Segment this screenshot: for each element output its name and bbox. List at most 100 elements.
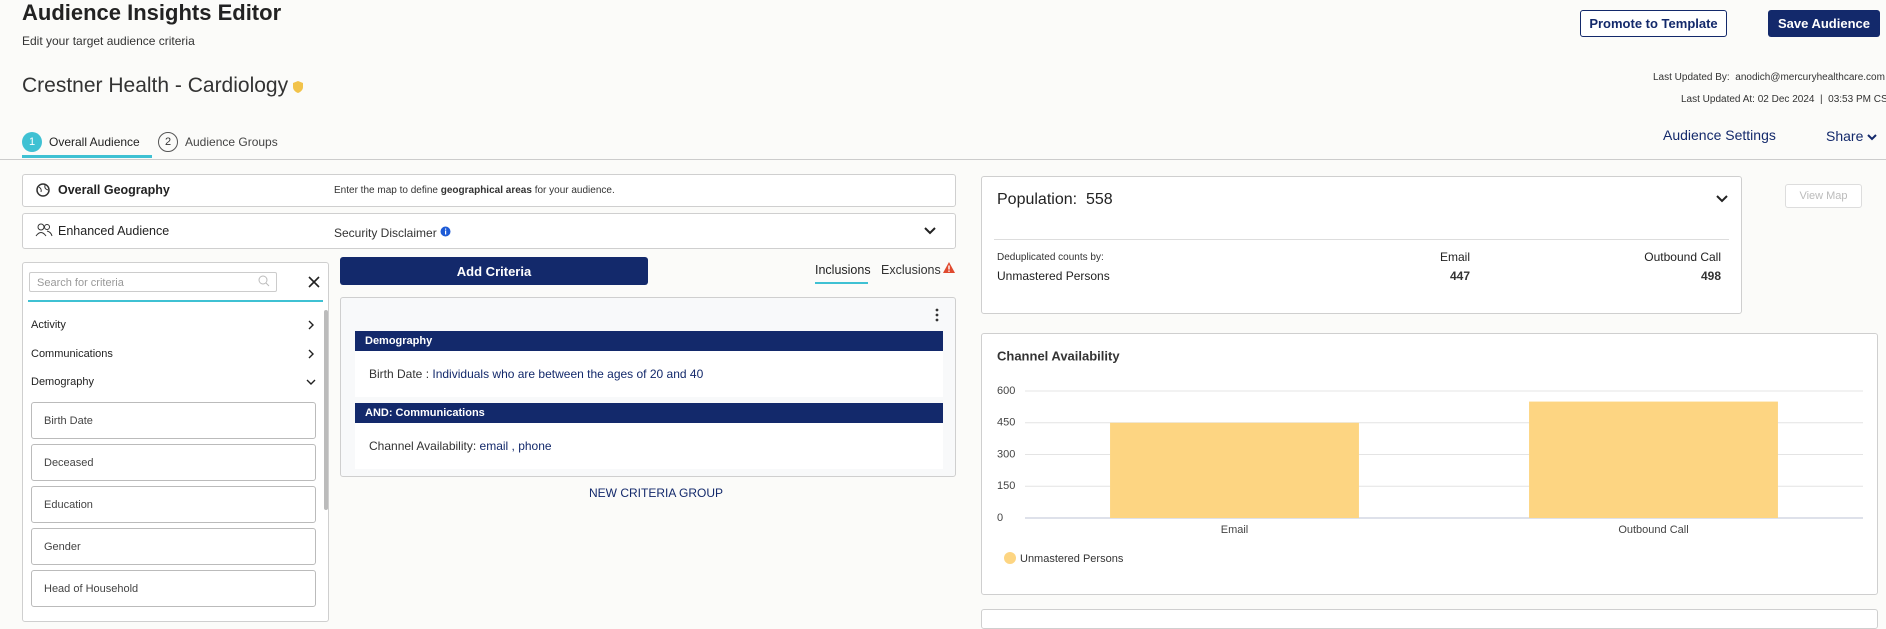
save-button[interactable]: Save Audience — [1768, 10, 1880, 37]
search-underline — [28, 300, 323, 302]
group-header: Demography — [355, 331, 943, 351]
value: anodich@mercuryhealthcare.com — [1735, 72, 1885, 83]
chevron — [1867, 134, 1877, 141]
population-panel: Population: 558 Deduplicated counts by: … — [981, 176, 1742, 314]
enhanced-label: Enhanced Audience — [58, 224, 170, 238]
scrollbar — [324, 310, 328, 510]
tab-underline — [815, 282, 868, 284]
value: Individuals who are between the ages of … — [432, 367, 704, 381]
group-body — [355, 351, 943, 397]
chart-panel: Channel Availability 0 150 300 450 600 Email O… — [981, 333, 1878, 595]
bar — [1110, 422, 1359, 518]
divider — [0, 159, 1886, 160]
share-label: Share — [1826, 128, 1864, 144]
legend-label: Unmastered Persons — [1020, 553, 1124, 565]
category-label: Demography — [31, 376, 94, 388]
chevron — [308, 320, 314, 330]
geography-label: Overall Geography — [58, 183, 170, 197]
hint-bold: geographical areas — [440, 185, 532, 196]
audience-settings[interactable]: Audience Settings — [1663, 127, 1776, 143]
category-label: Activity — [31, 319, 66, 331]
criteria-sidebar — [22, 262, 329, 622]
people-icon — [35, 223, 53, 237]
page-title: Audience Insights Editor — [22, 0, 282, 25]
enhanced-panel[interactable]: Enhanced Audience Security Disclaimer — [22, 213, 956, 249]
tab[interactable]: Audience Groups — [185, 135, 278, 149]
y-tick-label: 600 — [997, 385, 1015, 397]
warning-icon — [943, 262, 955, 273]
view-map-button[interactable]: View Map — [1785, 184, 1862, 208]
value: 02 Dec 2024 | 03:53 PM CST — [1757, 94, 1886, 105]
category[interactable]: Activity — [31, 319, 316, 331]
globe-icon — [36, 183, 50, 197]
criteria-item[interactable]: Deceased — [31, 444, 316, 481]
placeholder: Search for criteria — [37, 277, 124, 289]
y-tick-label: 0 — [997, 512, 1003, 524]
kebab-icon[interactable] — [934, 308, 940, 322]
category-label: Communications — [31, 348, 113, 360]
criteria-item[interactable]: Birth Date — [31, 402, 316, 439]
share-menu[interactable]: Share — [1826, 128, 1877, 144]
chevron — [306, 379, 316, 385]
info-icon — [440, 226, 451, 237]
y-tick-label: 150 — [997, 480, 1015, 492]
hint: Enter the map to define — [334, 185, 438, 196]
field: Birth Date : — [369, 367, 430, 381]
chevron[interactable] — [923, 226, 937, 236]
criteria-item[interactable]: Head of Household — [31, 570, 316, 607]
clear-icon[interactable] — [308, 276, 320, 288]
legend-swatch — [1004, 552, 1016, 564]
population: Population: 558 — [997, 191, 1113, 209]
criterion: Birth Date : Individuals who are between… — [369, 367, 703, 381]
y-tick-label: 450 — [997, 417, 1015, 429]
chevron — [308, 349, 314, 359]
category[interactable]: Demography — [31, 376, 316, 388]
category[interactable]: Communications — [31, 348, 316, 360]
column-header: Outbound Call — [1644, 250, 1721, 264]
hint: for your audience. — [534, 185, 615, 196]
new-criteria-group[interactable]: NEW CRITERIA GROUP — [589, 486, 724, 500]
y-tick-label: 300 — [997, 448, 1015, 460]
criteria-item[interactable]: Education — [31, 486, 316, 523]
criterion: Channel Availability: email , phone — [369, 439, 552, 453]
search-input[interactable]: Search for criteria — [29, 272, 277, 292]
geography-hint: Enter the map to define geographical are… — [334, 185, 615, 196]
label: Last Updated At: — [1681, 94, 1755, 105]
page-subtitle: Edit your target audience criteria — [22, 34, 195, 48]
column-header: Email — [1439, 250, 1470, 264]
last-updated-at: Last Updated At: 02 Dec 2024 | 03:53 PM … — [1681, 94, 1886, 105]
value: email , phone — [479, 439, 552, 453]
geography-panel[interactable]: Overall Geography Enter the map to defin… — [22, 174, 956, 207]
audience-name: Crestner Health - Cardiology — [22, 74, 289, 97]
chevron[interactable] — [1715, 194, 1729, 204]
count: 498 — [1700, 269, 1721, 283]
exclusions-tab[interactable]: Exclusions — [881, 263, 941, 277]
chart: Channel Availability 0 150 300 450 600 Email O… — [997, 348, 1863, 565]
dedup-label: Deduplicated counts by: — [997, 252, 1104, 263]
last-updated-by: Last Updated By: anodich@mercuryhealthca… — [1653, 72, 1885, 83]
value: 558 — [1085, 191, 1113, 208]
label: Population: — [997, 191, 1078, 208]
x-tick-label: Outbound Call — [1618, 524, 1688, 536]
search-icon — [258, 275, 270, 287]
promote-button[interactable]: Promote to Template — [1580, 10, 1727, 37]
bar — [1529, 401, 1778, 518]
disclaimer[interactable]: Security Disclaimer — [334, 226, 437, 240]
tab[interactable]: Overall Audience — [49, 135, 140, 149]
row-label: Unmastered Persons — [997, 269, 1110, 283]
criteria-item[interactable]: Gender — [31, 528, 316, 565]
group-body — [355, 423, 943, 469]
chart-title: Channel Availability — [997, 348, 1120, 363]
count: 447 — [1449, 269, 1470, 283]
add-criteria-button[interactable]: Add Criteria — [340, 257, 648, 285]
field: Channel Availability: — [369, 439, 477, 453]
tab-number: 2 — [158, 132, 178, 152]
tab-number: 1 — [22, 132, 42, 152]
x-tick-label: Email — [1221, 524, 1249, 536]
tab-underline — [22, 155, 152, 158]
next-panel — [981, 609, 1878, 629]
inclusions-tab[interactable]: Inclusions — [815, 263, 871, 277]
shield-icon — [293, 81, 303, 93]
divider — [994, 239, 1729, 240]
